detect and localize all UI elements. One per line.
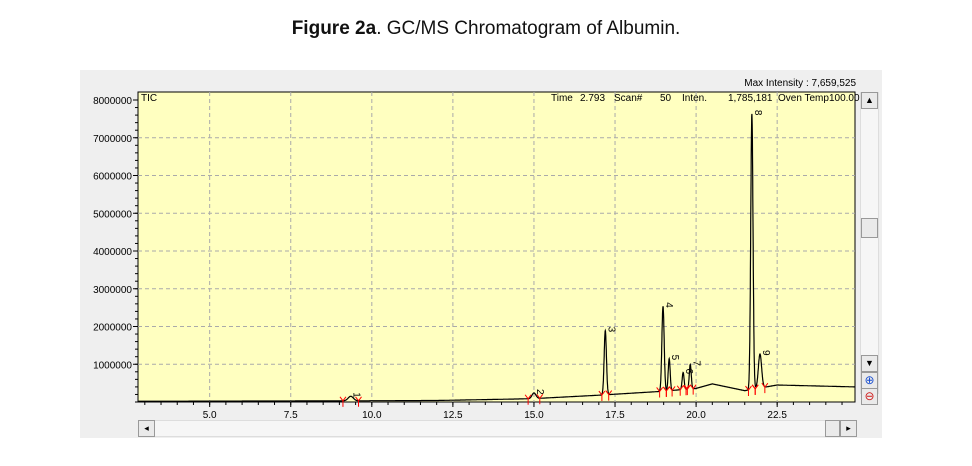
trace-label: TIC	[141, 93, 157, 104]
peak-boundary-marker	[536, 393, 544, 405]
scan-label: Scan#	[614, 93, 643, 104]
scroll-down-button[interactable]: ▼	[861, 355, 878, 372]
peak-label: 1	[351, 392, 362, 398]
y-tick-label: 2000000	[93, 323, 132, 334]
zoom-in-icon[interactable]: ⊕	[861, 372, 878, 389]
peak-label: 9	[760, 350, 771, 356]
peak-boundary-marker	[683, 384, 691, 396]
peak-boundary-marker	[339, 396, 347, 407]
x-tick-label: 10.0	[362, 410, 382, 421]
x-tick-label: 5.0	[203, 410, 217, 421]
tic-trace	[138, 113, 855, 402]
inten-value: 1,785,181	[728, 93, 773, 104]
peak-boundary-marker	[662, 386, 670, 397]
peak-boundary-marker	[524, 394, 532, 405]
horizontal-scroll-thumb[interactable]	[825, 420, 840, 437]
time-value: 2.793	[580, 93, 605, 104]
oven-temp: Oven Temp100.00	[778, 93, 860, 104]
zoom-out-icon[interactable]: ⊖	[861, 388, 878, 405]
peak-boundary-marker	[761, 382, 769, 394]
y-tick-label: 6000000	[93, 172, 132, 183]
peak-boundary-marker	[751, 384, 759, 395]
peak-label: 5	[669, 355, 680, 361]
peak-boundary-marker	[656, 387, 664, 398]
figure-caption: . GC/MS Chromatogram of Albumin.	[376, 18, 681, 39]
peak-boundary-marker	[605, 390, 613, 401]
y-tick-label: 1000000	[93, 360, 132, 371]
chromatogram-chart: 5.0 7.5 10.0 12.5 15.0 17.5 20.0 22.5 1000000 200…	[93, 78, 860, 421]
peak-boundary-marker	[668, 386, 676, 397]
x-tick-label: 7.5	[284, 410, 298, 421]
max-intensity: Max Intensity : 7,659,525	[744, 78, 856, 89]
figure-title: Figure 2a. GC/MS Chromatogram of Albumin…	[0, 18, 972, 40]
y-tick-label: 7000000	[93, 134, 132, 145]
y-tick-label: 4000000	[93, 247, 132, 258]
peak-boundary-marker	[745, 385, 752, 397]
y-tick-label: 5000000	[93, 209, 132, 220]
x-tick-label: 22.5	[767, 410, 787, 421]
peak-boundary-marker	[598, 390, 606, 402]
x-tick-label: 12.5	[443, 410, 463, 421]
peak-boundary-marker	[689, 384, 697, 395]
peak-label: 8	[752, 110, 763, 116]
time-label: Time	[551, 93, 573, 104]
scroll-up-button[interactable]: ▲	[861, 92, 878, 109]
inten-label: Inten.	[682, 93, 707, 104]
peak-label: 4	[663, 302, 674, 308]
y-tick-label: 8000000	[93, 96, 132, 107]
scroll-left-button[interactable]: ◂	[138, 420, 155, 437]
plot-area	[137, 91, 856, 403]
scroll-right-button[interactable]: ▸	[840, 420, 857, 437]
vertical-scrollbar[interactable]	[860, 92, 879, 394]
y-tick-label: 3000000	[93, 285, 132, 296]
x-tick-label: 15.0	[524, 410, 544, 421]
figure-label: Figure 2a	[291, 18, 377, 39]
peak-label: 6	[683, 369, 694, 375]
peak-label: 3	[605, 327, 616, 333]
peak-label: 7	[690, 360, 701, 366]
peak-boundary-marker	[355, 396, 362, 407]
peak-boundary-marker	[682, 384, 690, 396]
x-tick-label: 20.0	[686, 410, 706, 421]
scan-value: 50	[660, 93, 672, 104]
vertical-scroll-thumb[interactable]	[861, 218, 878, 238]
chromatogram-panel: 5.0 7.5 10.0 12.5 15.0 17.5 20.0 22.5 1000000 200…	[80, 70, 882, 438]
peak-label: 2	[534, 389, 545, 395]
x-tick-label: 17.5	[605, 410, 625, 421]
peak-boundary-marker	[676, 385, 684, 396]
horizontal-scrollbar[interactable]	[138, 420, 857, 437]
